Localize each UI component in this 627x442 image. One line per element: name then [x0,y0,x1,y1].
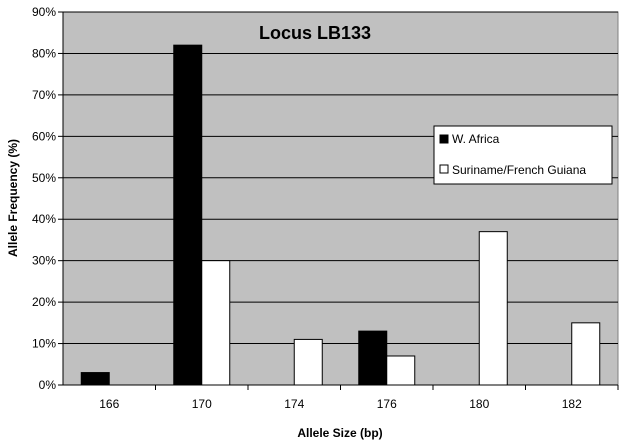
x-tick-label: 170 [192,397,212,411]
y-tick-label: 0% [39,378,57,392]
bar-suriname-182 [571,322,601,386]
gridlines [63,11,618,345]
x-tick-label: 176 [377,397,397,411]
plot-area [62,11,619,386]
bar-suriname-174 [293,338,323,386]
bar-suriname-180 [478,231,508,386]
bar-suriname-170 [201,260,231,386]
y-tick-label: 50% [32,171,56,185]
legend-label-w-africa: W. Africa [452,132,500,146]
legend-swatch-w-africa [439,134,449,144]
x-tick-label: 174 [284,397,304,411]
bar-w-africa-170 [173,44,203,386]
x-tick-label: 182 [562,397,582,411]
x-tick-labels: 166 170 174 176 180 182 [99,397,582,411]
y-tick-label: 10% [32,337,56,351]
legend-box [433,125,613,185]
legend-label-suriname: Suriname/French Guiana [452,163,586,177]
x-axis-title: Allele Size (bp) [297,426,382,440]
legend-swatch-suriname [439,164,449,174]
bar-w-africa-166 [80,372,110,386]
y-tick-label: 40% [32,212,56,226]
axes [58,11,619,390]
bars [80,44,601,386]
y-axis-title: Allele Frequency (%) [6,139,20,257]
x-tick-label: 166 [99,397,119,411]
legend: W. Africa Suriname/French Guiana [433,125,613,185]
x-tick-label: 180 [469,397,489,411]
bar-suriname-176 [386,355,416,386]
y-tick-labels: 0% 10% 20% 30% 40% 50% 60% 70% 80% 90% [32,5,56,392]
y-tick-label: 90% [32,5,56,19]
y-tick-label: 30% [32,254,56,268]
y-tick-label: 70% [32,88,56,102]
bar-w-africa-176 [358,330,388,386]
y-tick-label: 60% [32,129,56,143]
chart-title: Locus LB133 [259,23,371,43]
y-tick-label: 80% [32,46,56,60]
y-tick-label: 20% [32,295,56,309]
